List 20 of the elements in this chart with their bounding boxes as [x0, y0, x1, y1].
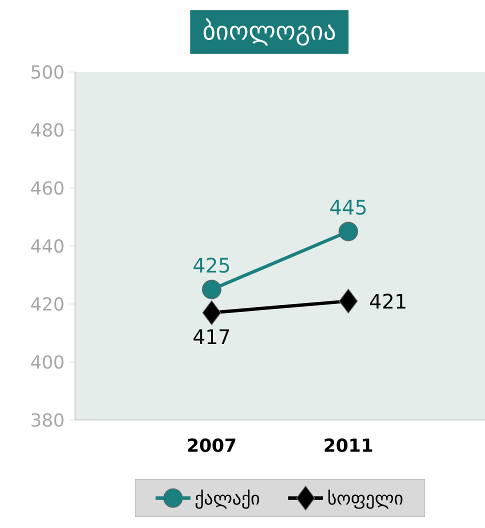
x-tick-label: 2007: [188, 438, 236, 452]
point: [202, 280, 222, 300]
legend-label: სოფელი: [328, 490, 402, 509]
point: [338, 288, 358, 314]
chart-title: ბიოლოგია: [204, 18, 335, 46]
y-tick-label: 440: [30, 239, 64, 253]
x-tick-label: 2011: [324, 438, 372, 452]
data-label: 417: [193, 329, 229, 344]
y-tick-label: 400: [30, 355, 64, 369]
data-label: 425: [193, 258, 229, 273]
y-tick-label: 460: [30, 181, 64, 195]
y-tick-label: 380: [31, 413, 64, 427]
legend-label: ქალაქი: [195, 490, 259, 509]
data-label: 421: [370, 294, 406, 309]
point: [338, 222, 358, 242]
data-label: 445: [330, 200, 366, 215]
y-tick-label: 480: [30, 123, 64, 137]
y-tick-label: 420: [30, 297, 64, 311]
y-tick-label: 500: [31, 65, 64, 79]
point: [202, 300, 221, 326]
